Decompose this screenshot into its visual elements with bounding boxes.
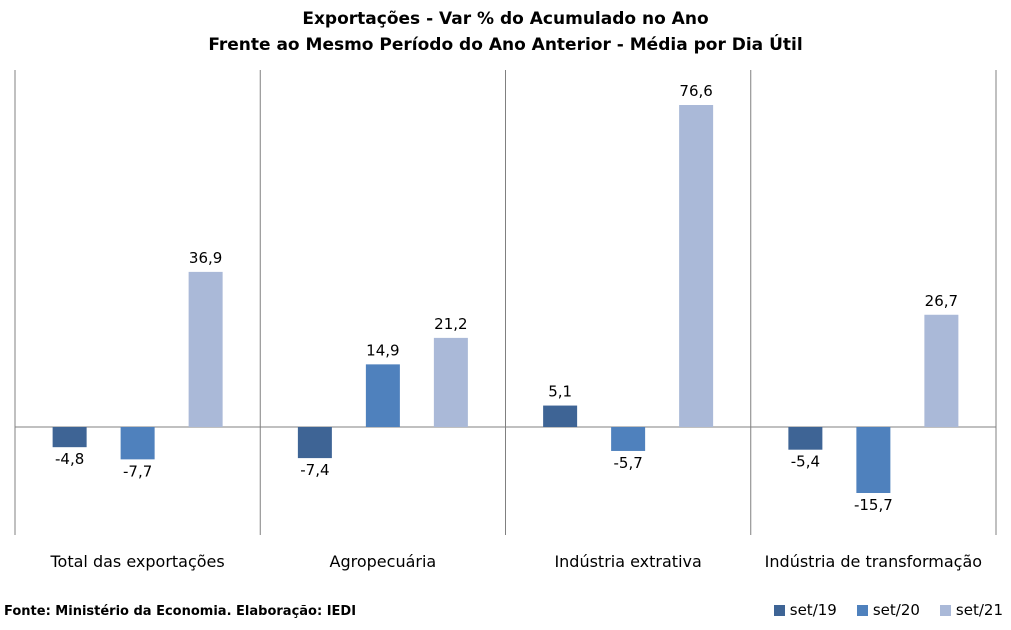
- data-label: -7,7: [123, 462, 152, 480]
- data-label: 21,2: [434, 315, 467, 333]
- category-label: Indústria extrativa: [554, 552, 701, 571]
- bar: [297, 427, 332, 459]
- bar: [365, 364, 400, 427]
- bar: [924, 314, 959, 427]
- bar: [120, 427, 155, 460]
- legend: set/19 set/20 set/21: [773, 601, 1003, 619]
- source-note: Fonte: Ministério da Economia. Elaboraçã…: [4, 604, 357, 619]
- legend-item-set19: set/19: [773, 601, 837, 619]
- data-label: -7,4: [300, 461, 329, 479]
- category-label: Agropecuária: [330, 552, 437, 571]
- bar: [611, 427, 646, 451]
- data-label: 5,1: [548, 383, 572, 401]
- data-label: 26,7: [925, 292, 958, 310]
- data-label: -5,4: [791, 453, 820, 471]
- bar: [52, 427, 87, 448]
- data-label: -5,7: [613, 454, 642, 472]
- chart-title-line-1: Exportações - Var % do Acumulado no Ano: [302, 9, 709, 29]
- data-label: 36,9: [189, 249, 222, 267]
- chart-title-line-2: Frente ao Mesmo Período do Ano Anterior …: [208, 35, 803, 55]
- legend-swatch-set21: [939, 604, 951, 616]
- legend-label-set19: set/19: [789, 601, 837, 619]
- bar: [856, 427, 891, 493]
- legend-swatch-set19: [773, 604, 785, 616]
- legend-item-set21: set/21: [939, 601, 1003, 619]
- bar: [788, 427, 823, 450]
- chart-title: Exportações - Var % do Acumulado no Ano …: [0, 6, 1011, 58]
- data-label: 76,6: [679, 82, 712, 100]
- legend-label-set20: set/20: [872, 601, 920, 619]
- plot-area: -4,8 -7,7 36,9 Total das exportações -7,4 14,…: [14, 70, 997, 571]
- bar: [188, 271, 223, 427]
- category-label: Indústria de transformação: [765, 552, 982, 571]
- legend-item-set20: set/20: [856, 601, 920, 619]
- bar: [433, 337, 468, 427]
- data-label: 14,9: [366, 341, 399, 359]
- bar: [679, 105, 714, 427]
- category-label: Total das exportações: [50, 552, 225, 571]
- bar: [543, 405, 578, 427]
- data-label: -4,8: [55, 450, 84, 468]
- data-label: -15,7: [854, 496, 893, 514]
- legend-swatch-set20: [856, 604, 868, 616]
- legend-label-set21: set/21: [955, 601, 1003, 619]
